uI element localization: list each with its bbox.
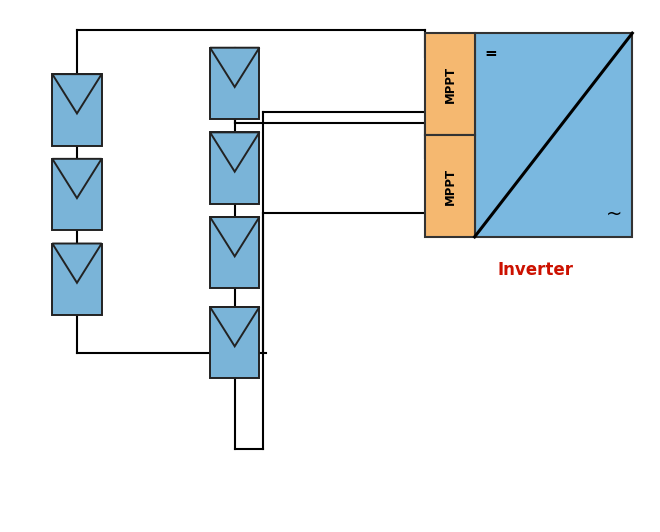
Bar <box>52 74 102 146</box>
Text: ~: ~ <box>606 205 622 223</box>
Polygon shape <box>52 244 102 283</box>
Text: Inverter: Inverter <box>498 261 574 279</box>
Polygon shape <box>210 307 259 346</box>
Polygon shape <box>52 74 102 113</box>
Bar <box>475 33 632 237</box>
Polygon shape <box>52 159 102 198</box>
Bar <box>210 307 259 378</box>
Text: MPPT: MPPT <box>444 168 457 204</box>
Text: =: = <box>484 46 497 61</box>
Bar <box>210 48 259 119</box>
Bar <box>52 244 102 315</box>
Polygon shape <box>210 217 259 256</box>
Bar <box>52 159 102 230</box>
Text: MPPT: MPPT <box>444 65 457 103</box>
Bar <box>425 135 475 237</box>
Polygon shape <box>210 48 259 87</box>
Bar <box>425 33 475 135</box>
Bar <box>210 132 259 204</box>
Bar <box>210 217 259 288</box>
Polygon shape <box>210 132 259 172</box>
